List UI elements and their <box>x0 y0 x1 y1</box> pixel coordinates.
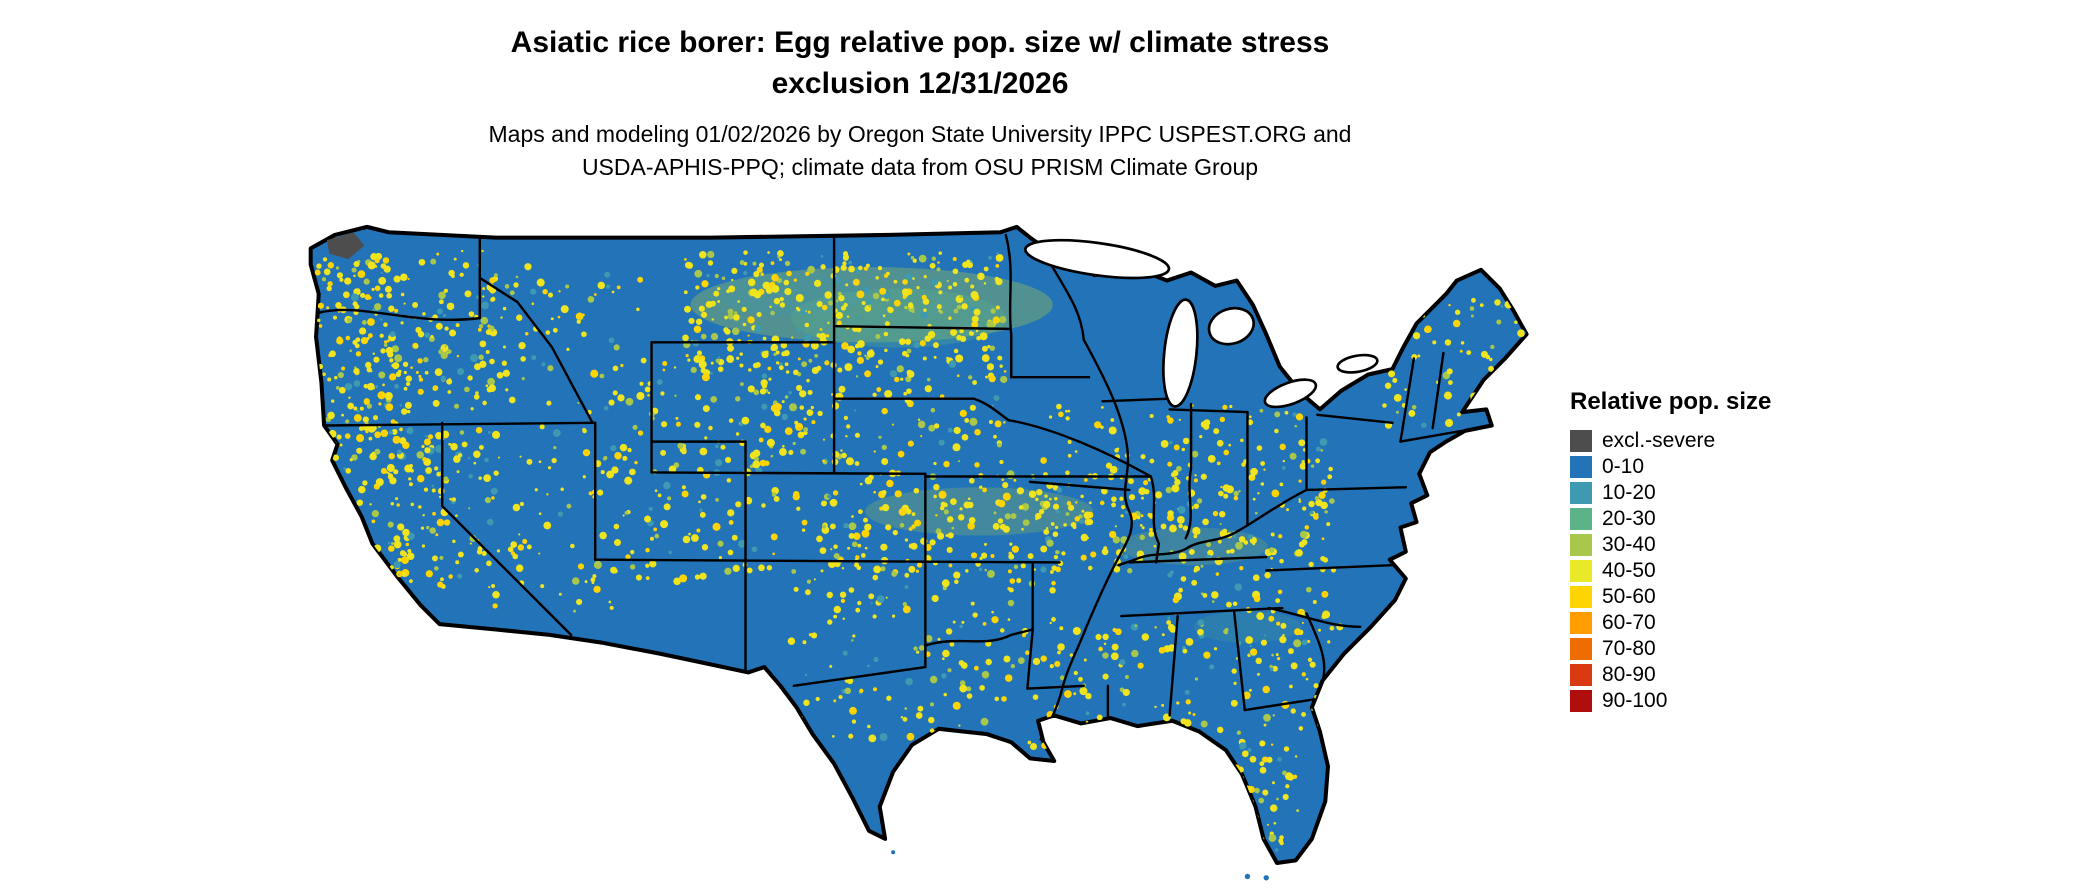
map-subtitle-line2: USDA-APHIS-PPQ; climate data from OSU PR… <box>581 154 1259 180</box>
legend-swatch <box>1570 534 1592 556</box>
legend-item-label: 20-30 <box>1602 507 1656 530</box>
legend-item: 70-80 <box>1570 636 1771 662</box>
legend-item-label: excl.-severe <box>1602 429 1716 452</box>
legend-item-label: 40-50 <box>1602 559 1656 582</box>
excluded-region <box>326 232 365 260</box>
legend-item: 10-20 <box>1570 480 1771 506</box>
legend-item: excl.-severe <box>1570 428 1771 454</box>
map-subtitle: Maps and modeling 01/02/2026 by Oregon S… <box>0 118 1840 184</box>
map-title-line2: exclusion 12/31/2026 <box>771 67 1069 100</box>
lake-erie-icon <box>1263 378 1318 409</box>
map-title-line1: Asiatic rice borer: Egg relative pop. si… <box>510 26 1330 59</box>
great-lakes <box>1023 238 1379 409</box>
map-canvas <box>308 224 1529 881</box>
legend-item-label: 30-40 <box>1602 533 1656 556</box>
legend-item-label: 70-80 <box>1602 637 1656 660</box>
legend-swatch <box>1570 586 1592 608</box>
legend: Relative pop. size excl.-severe 0-10 10-20… <box>1570 388 1771 714</box>
legend-swatch <box>1570 690 1592 712</box>
legend-swatch <box>1570 560 1592 582</box>
legend-item-label: 90-100 <box>1602 689 1668 712</box>
legend-item: 80-90 <box>1570 662 1771 688</box>
legend-item: 0-10 <box>1570 454 1771 480</box>
legend-item-label: 0-10 <box>1602 455 1645 478</box>
lake-superior-icon <box>1023 238 1171 280</box>
legend-swatch <box>1570 456 1592 478</box>
legend-item-label: 80-90 <box>1602 663 1656 686</box>
legend-item-label: 60-70 <box>1602 611 1656 634</box>
legend-title: Relative pop. size <box>1570 388 1772 415</box>
legend-item: 40-50 <box>1570 558 1771 584</box>
legend-swatch <box>1570 430 1592 452</box>
us-map <box>308 222 1536 884</box>
lake-michigan-icon <box>1162 298 1199 408</box>
legend-items: excl.-severe 0-10 10-20 20-30 30-40 40-50 50-6… <box>1570 428 1771 714</box>
legend-item: 20-30 <box>1570 506 1771 532</box>
legend-item-label: 50-60 <box>1602 585 1656 608</box>
legend-item: 60-70 <box>1570 610 1771 636</box>
offshore-islets <box>891 850 1269 881</box>
legend-item-label: 10-20 <box>1602 481 1656 504</box>
lake-ontario-icon <box>1336 353 1379 374</box>
legend-swatch <box>1570 508 1592 530</box>
legend-item: 50-60 <box>1570 584 1771 610</box>
us-landmass <box>308 224 1529 866</box>
legend-swatch <box>1570 664 1592 686</box>
legend-swatch <box>1570 612 1592 634</box>
legend-swatch <box>1570 482 1592 504</box>
map-subtitle-line1: Maps and modeling 01/02/2026 by Oregon S… <box>488 121 1352 147</box>
legend-item: 90-100 <box>1570 688 1771 714</box>
legend-item: 30-40 <box>1570 532 1771 558</box>
legend-swatch <box>1570 638 1592 660</box>
title-block: Asiatic rice borer: Egg relative pop. si… <box>0 22 1840 184</box>
state-borders <box>317 233 1464 741</box>
lake-huron-icon <box>1207 306 1256 346</box>
